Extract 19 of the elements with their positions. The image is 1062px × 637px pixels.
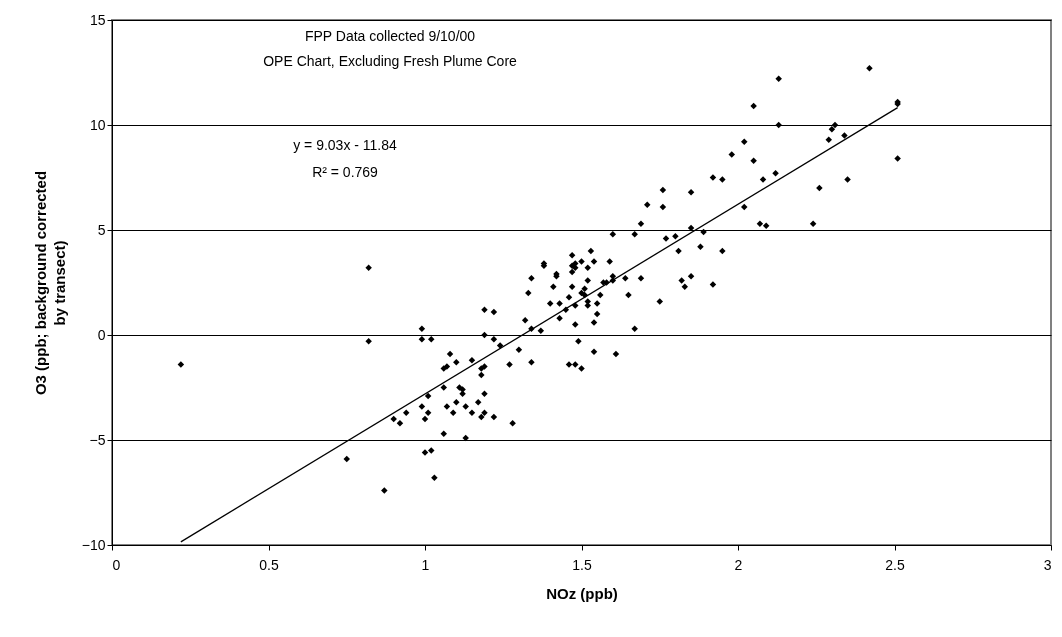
- annotation: y = 9.03x - 11.84: [293, 137, 398, 153]
- x-tick-label: 2: [734, 556, 743, 573]
- y-tick-label: 10: [89, 116, 106, 133]
- x-tick-label: 1: [421, 556, 430, 573]
- y-tick-label: −5: [89, 431, 106, 448]
- y-tick-label: −10: [81, 536, 106, 553]
- x-axis-title: NOz (ppb): [546, 584, 618, 602]
- y-tick-label: 5: [97, 221, 106, 238]
- x-tick-label: 0.5: [259, 556, 279, 573]
- x-tick-label: 2.5: [885, 556, 905, 573]
- x-tick-label: 0: [112, 556, 121, 573]
- annotation: FPP Data collected 9/10/00: [304, 28, 476, 44]
- y-tick-label: 0: [97, 326, 106, 343]
- y-axis-title: O3 (ppb; background corrected by transect): [31, 170, 68, 396]
- y-tick-label: 15: [89, 11, 106, 28]
- annotation: OPE Chart, Excluding Fresh Plume Core: [263, 53, 518, 69]
- x-tick-label: 1.5: [572, 556, 592, 573]
- annotation: R² = 0.769: [312, 164, 379, 180]
- x-tick-label: 3: [1043, 556, 1052, 573]
